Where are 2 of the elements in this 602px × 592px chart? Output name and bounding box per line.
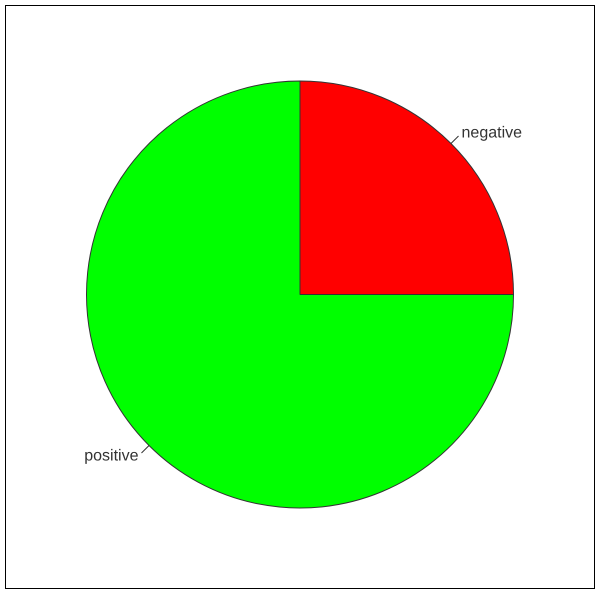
- slice-label: positive: [84, 447, 139, 464]
- slice-label: negative: [462, 124, 522, 142]
